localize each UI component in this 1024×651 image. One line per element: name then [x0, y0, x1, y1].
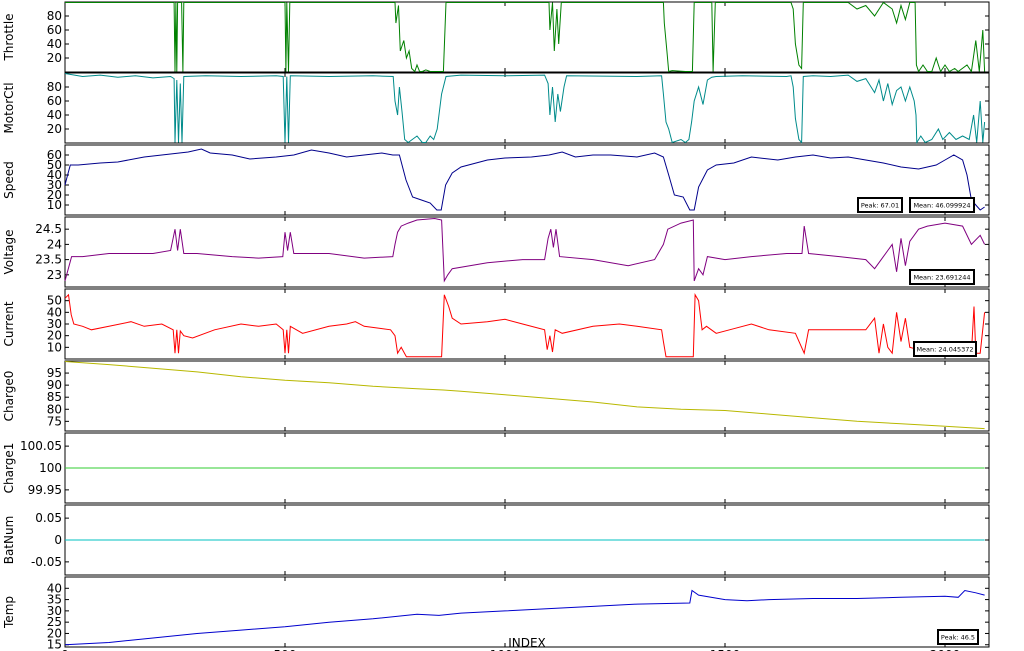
y-tick-label-7-0: -0.05 — [31, 555, 62, 569]
annotation-box-4-0 — [913, 341, 977, 357]
y-axis-label-0: Throttle — [2, 13, 16, 61]
y-tick-label-0-0: 20 — [47, 51, 62, 65]
x-tick-label-4: 2000 — [930, 648, 961, 651]
annotation-box-8-0 — [937, 629, 979, 645]
series-line-8 — [64, 589, 985, 646]
y-tick-label-1-2: 60 — [47, 94, 62, 108]
y-tick-label-0-1: 40 — [47, 37, 62, 51]
x-axis-label: INDEX — [508, 636, 546, 650]
y-tick-label-0-3: 80 — [47, 9, 62, 23]
y-tick-label-5-4: 95 — [47, 366, 62, 380]
y-tick-label-5-3: 90 — [47, 378, 62, 392]
panel-frame-5 — [64, 360, 990, 432]
annotation-box-2-1 — [909, 197, 975, 213]
y-axis-label-4: Current — [2, 301, 16, 346]
panel-frame-0 — [64, 1, 990, 73]
y-tick-label-1-0: 20 — [47, 122, 62, 136]
y-tick-label-2-5: 60 — [47, 148, 62, 162]
y-tick-label-8-4: 35 — [47, 593, 62, 607]
series-line-4 — [64, 293, 986, 358]
y-axis-label-2: Speed — [2, 161, 16, 199]
y-tick-label-1-1: 40 — [47, 108, 62, 122]
y-tick-label-3-0: 23 — [47, 268, 62, 282]
panel-frame-3 — [64, 216, 990, 288]
y-axis-label-3: Voltage — [2, 229, 16, 274]
x-tick-label-3: 1500 — [710, 648, 741, 651]
y-tick-label-5-0: 75 — [47, 414, 62, 428]
panel-frame-1 — [64, 72, 990, 144]
annotation-text-2-0: Peak: 67.01 — [861, 202, 899, 210]
y-tick-label-2-4: 50 — [47, 158, 62, 172]
y-tick-label-2-1: 20 — [47, 188, 62, 202]
y-tick-label-4-3: 40 — [47, 305, 62, 319]
y-axis-label-7: BatNum — [2, 516, 16, 565]
y-tick-label-7-2: 0.05 — [35, 511, 62, 525]
y-tick-label-8-5: 40 — [47, 581, 62, 595]
y-tick-label-8-2: 25 — [47, 615, 62, 629]
y-tick-label-8-3: 30 — [47, 604, 62, 618]
panel-frame-8 — [64, 576, 990, 648]
y-axis-label-1: MotorCtl — [2, 82, 16, 133]
y-tick-label-3-3: 24.5 — [35, 222, 62, 236]
y-tick-label-5-2: 85 — [47, 390, 62, 404]
series-line-0 — [65, 1, 986, 73]
y-tick-label-6-1: 100 — [39, 461, 62, 475]
y-tick-label-3-2: 24 — [47, 237, 62, 251]
y-tick-label-6-2: 100.05 — [20, 439, 62, 453]
y-tick-label-4-0: 10 — [47, 340, 62, 354]
y-tick-label-6-0: 99.95 — [28, 483, 62, 497]
y-tick-label-2-0: 10 — [47, 198, 62, 212]
x-tick-label-1: 500 — [274, 648, 297, 651]
series-line-5 — [64, 361, 985, 430]
y-tick-label-4-4: 50 — [47, 294, 62, 308]
y-tick-label-8-0: 15 — [47, 638, 62, 651]
y-tick-label-1-3: 80 — [47, 80, 62, 94]
y-axis-label-6: Charge1 — [2, 443, 16, 494]
y-axis-label-5: Charge0 — [2, 371, 16, 422]
panel-frame-4 — [64, 288, 990, 360]
annotation-text-3-0: Mean: 23.691244 — [913, 274, 970, 282]
y-tick-label-0-2: 60 — [47, 23, 62, 37]
annotation-text-4-0: Mean: 24.045372 — [916, 346, 973, 354]
annotation-text-2-1: Mean: 46.099924 — [913, 202, 970, 210]
series-line-1 — [64, 73, 986, 145]
y-tick-label-4-1: 20 — [47, 329, 62, 343]
y-tick-label-7-1: 0 — [54, 533, 62, 547]
y-tick-label-8-1: 20 — [47, 626, 62, 640]
x-tick-label-0: 0 — [61, 648, 69, 651]
annotation-box-2-0 — [857, 197, 903, 213]
series-line-2 — [64, 148, 985, 211]
y-tick-label-4-2: 30 — [47, 317, 62, 331]
series-line-3 — [64, 217, 986, 283]
x-tick-label-2: 1000 — [490, 648, 521, 651]
y-axis-label-8: Temp — [2, 596, 16, 629]
panel-frame-2 — [64, 144, 990, 216]
annotation-box-3-0 — [909, 269, 975, 285]
y-tick-label-2-3: 40 — [47, 168, 62, 182]
y-tick-label-3-1: 23.5 — [35, 253, 62, 267]
annotation-text-8-0: Peak: 46.5 — [941, 634, 975, 642]
y-tick-label-2-2: 30 — [47, 178, 62, 192]
y-tick-label-5-1: 80 — [47, 402, 62, 416]
